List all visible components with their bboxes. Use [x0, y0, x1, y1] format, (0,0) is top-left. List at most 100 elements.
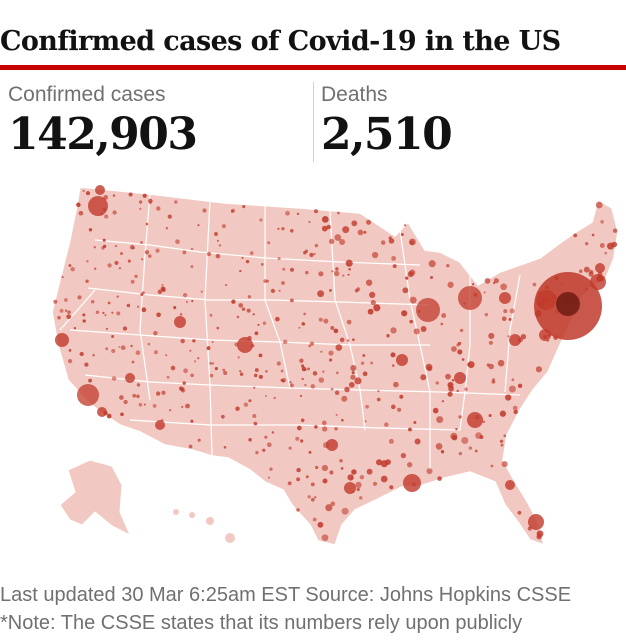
county-dot — [342, 226, 350, 234]
county-dot — [289, 228, 294, 233]
bubble-dallas — [326, 439, 338, 451]
county-dot — [426, 468, 433, 475]
county-dot — [385, 459, 391, 465]
county-dot — [467, 361, 475, 369]
county-dot — [67, 310, 71, 315]
county-dot — [181, 405, 184, 408]
county-dot — [334, 427, 338, 431]
county-dot — [77, 295, 82, 300]
county-dot — [165, 227, 169, 230]
county-dot — [130, 344, 133, 348]
county-dot — [339, 459, 343, 463]
county-dot — [209, 373, 214, 378]
county-dot — [277, 227, 280, 230]
county-dot — [428, 260, 436, 268]
county-dot — [348, 268, 351, 271]
county-dot — [194, 360, 197, 363]
bubble-salt-lake — [174, 316, 186, 328]
county-dot — [90, 299, 95, 304]
confirmed-stat: Confirmed cases 142,903 — [8, 84, 198, 160]
county-dot — [599, 243, 605, 248]
county-dot — [278, 289, 281, 292]
county-dot — [59, 308, 64, 313]
county-dot — [329, 470, 334, 475]
bubble-boston — [590, 274, 606, 290]
county-dot — [323, 318, 329, 324]
county-dot — [120, 345, 126, 351]
county-dot — [301, 366, 307, 372]
county-dot — [310, 482, 315, 487]
county-dot — [61, 275, 64, 279]
county-dot — [93, 267, 97, 270]
county-dot — [248, 438, 252, 442]
county-dot — [253, 386, 256, 389]
county-dot — [237, 356, 240, 359]
bubble-philadelphia — [539, 329, 551, 341]
county-dot — [360, 361, 365, 365]
county-dot — [461, 358, 465, 361]
county-dot — [239, 269, 242, 273]
county-dot — [459, 328, 464, 333]
county-dot — [280, 369, 284, 373]
county-dot — [409, 296, 417, 304]
county-dot — [185, 403, 190, 409]
county-dot — [92, 353, 95, 357]
county-dot — [407, 462, 413, 468]
county-dot — [367, 308, 374, 315]
county-dot — [122, 326, 128, 331]
county-dot — [464, 387, 468, 391]
county-dot — [231, 208, 235, 213]
county-dot — [488, 340, 493, 345]
county-dot — [105, 327, 109, 330]
county-dot — [119, 395, 124, 400]
county-dot — [179, 313, 183, 316]
county-dot — [102, 311, 105, 315]
county-dot — [322, 370, 325, 373]
county-dot — [503, 434, 506, 438]
county-dot — [600, 220, 604, 224]
county-dot — [126, 303, 131, 308]
county-dot — [111, 335, 115, 338]
county-dot — [252, 413, 257, 419]
bubble-phoenix — [155, 420, 165, 430]
county-dot — [66, 314, 72, 320]
county-dot — [289, 298, 294, 303]
county-dot — [296, 508, 300, 512]
county-dot — [102, 238, 106, 242]
county-dot — [253, 373, 258, 378]
county-dot — [450, 432, 458, 440]
county-dot — [436, 416, 444, 424]
county-dot — [384, 422, 389, 427]
bubble-atlanta — [467, 412, 483, 428]
county-dot — [380, 475, 388, 483]
county-dot — [484, 312, 489, 317]
county-dot — [322, 426, 328, 432]
county-dot — [301, 322, 306, 326]
county-dot — [351, 371, 355, 375]
county-dot — [239, 372, 244, 376]
county-dot — [138, 402, 143, 407]
county-dot — [296, 467, 301, 473]
county-dot — [350, 364, 357, 372]
county-dot — [491, 379, 496, 384]
county-dot — [488, 332, 495, 339]
county-dot — [321, 225, 328, 232]
county-dot — [520, 334, 527, 340]
footer-note: *Note: The CSSE states that its numbers … — [0, 612, 523, 634]
county-dot — [441, 400, 445, 403]
county-dot — [536, 534, 542, 540]
county-dot — [347, 273, 350, 276]
county-dot — [247, 295, 252, 299]
county-dot — [509, 308, 515, 314]
county-dot — [321, 216, 329, 223]
county-dot — [435, 381, 439, 385]
county-dot — [535, 366, 542, 373]
county-dot — [357, 229, 364, 236]
county-dot — [440, 450, 445, 454]
county-dot — [265, 279, 269, 283]
county-dot — [321, 534, 329, 542]
county-dot — [314, 425, 318, 429]
county-dot — [318, 271, 324, 277]
county-dot — [197, 438, 201, 442]
county-dot — [156, 206, 161, 211]
